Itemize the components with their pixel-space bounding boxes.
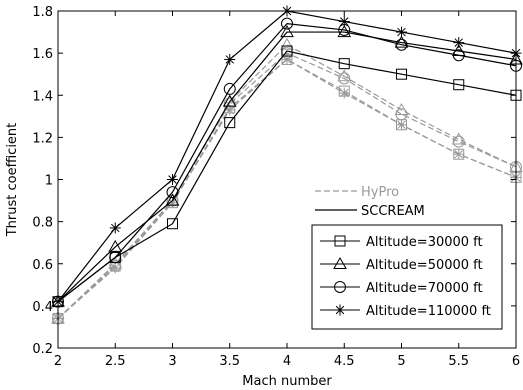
star-marker xyxy=(167,174,178,185)
y-tick-label: 1.6 xyxy=(32,47,53,62)
series-line xyxy=(57,58,517,319)
triangle-marker xyxy=(394,102,409,115)
star-marker xyxy=(338,16,350,28)
triangle-marker xyxy=(333,256,347,269)
series-line xyxy=(57,31,517,303)
circle-marker xyxy=(223,82,236,95)
legend-label-square: Altitude=30000 ft xyxy=(366,235,483,250)
star-marker xyxy=(396,119,407,131)
y-tick-label: 1.2 xyxy=(32,131,53,146)
plot-area xyxy=(51,5,523,325)
circle-marker xyxy=(281,17,293,30)
star-marker xyxy=(109,262,121,274)
x-tick-label: 5.5 xyxy=(448,354,469,369)
y-tick-label: 0.6 xyxy=(32,258,53,273)
circle-marker xyxy=(452,135,465,148)
square-marker xyxy=(396,68,407,80)
square-marker xyxy=(167,218,178,230)
circle-marker xyxy=(338,72,351,85)
legend-label-sccream: SCCREAM xyxy=(361,204,425,219)
star-marker xyxy=(224,53,236,65)
y-tick-label: 1 xyxy=(45,174,53,189)
x-tick-label: 4.5 xyxy=(334,354,355,369)
x-tick-label: 3 xyxy=(168,354,176,369)
star-marker xyxy=(334,304,346,316)
legend-label-hypro: HyPro xyxy=(361,185,399,200)
x-tick-label: 2 xyxy=(54,354,62,369)
triangle-marker xyxy=(451,132,466,145)
x-tick-label: 6 xyxy=(512,354,520,369)
legend-label-star: Altitude=110000 ft xyxy=(366,304,491,319)
triangle-marker xyxy=(394,35,409,48)
y-tick-label: 0.2 xyxy=(32,342,53,357)
legend-box xyxy=(311,224,503,330)
circle-marker xyxy=(452,49,465,62)
y-axis-label: Thrust coefficient xyxy=(5,123,20,238)
triangle-marker xyxy=(222,94,237,107)
legend-label-triangle: Altitude=50000 ft xyxy=(366,258,483,273)
square-marker xyxy=(224,117,236,129)
square-marker xyxy=(334,235,346,247)
star-marker xyxy=(453,37,465,49)
series-line xyxy=(57,23,517,303)
y-tick-label: 0.4 xyxy=(32,300,53,315)
circle-marker xyxy=(109,251,122,264)
legend-model: HyPro SCCREAM xyxy=(315,185,425,219)
x-tick-label: 3.5 xyxy=(219,354,240,369)
triangle-marker xyxy=(108,239,123,252)
y-tick-label: 1.8 xyxy=(32,5,53,20)
triangle-marker xyxy=(337,69,352,82)
square-marker xyxy=(281,45,293,57)
star-marker xyxy=(396,26,407,38)
star-marker xyxy=(453,148,465,160)
x-tick-label: 4 xyxy=(283,354,291,369)
star-marker xyxy=(109,222,121,234)
x-axis-label: Mach number xyxy=(242,374,332,389)
x-tick-label: 5 xyxy=(397,354,405,369)
triangle-marker xyxy=(280,37,294,50)
square-marker xyxy=(338,58,350,70)
y-tick-label: 1.4 xyxy=(32,89,53,104)
legend-label-circle: Altitude=70000 ft xyxy=(366,281,483,296)
axis-ticks: 2 2.5 3 3.5 4 4.5 5 5.5 6 0.2 0.4 0.6 0.8 1 1.2 1.4 1.6 1… xyxy=(32,5,520,369)
triangle-marker xyxy=(165,193,180,206)
series-line xyxy=(57,52,517,319)
legend-altitude: Altitude=30000 ft Altitude=50000 ft Altitu… xyxy=(311,224,503,330)
y-tick-label: 0.8 xyxy=(32,216,53,231)
series-line xyxy=(57,43,517,319)
star-marker xyxy=(338,87,350,99)
star-marker xyxy=(167,197,178,209)
circle-marker xyxy=(166,186,179,199)
circle-marker xyxy=(395,38,408,51)
square-marker xyxy=(453,79,465,91)
circle-marker xyxy=(334,281,346,293)
triangle-marker xyxy=(280,25,294,38)
series-line xyxy=(57,50,517,303)
x-tick-label: 2.5 xyxy=(105,354,126,369)
